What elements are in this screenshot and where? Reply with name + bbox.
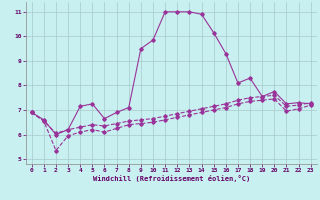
X-axis label: Windchill (Refroidissement éolien,°C): Windchill (Refroidissement éolien,°C)	[92, 175, 250, 182]
